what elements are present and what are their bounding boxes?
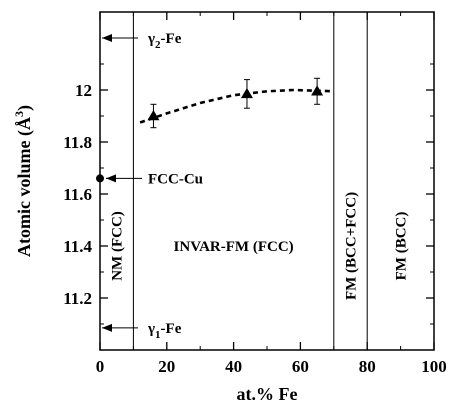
ticks-group xyxy=(99,12,435,350)
y-tick-label: 11.8 xyxy=(63,133,92,152)
data-point xyxy=(240,87,253,99)
reference-arrowhead xyxy=(102,323,112,332)
x-tick-label: 40 xyxy=(225,357,242,376)
x-tick-label: 0 xyxy=(96,357,105,376)
reference-label-base: FCC-Cu xyxy=(148,171,203,187)
region-label: FM (BCC+FCC) xyxy=(344,192,360,300)
fit-curve xyxy=(139,88,334,124)
region-label: NM (FCC) xyxy=(110,211,126,281)
reference-label-base: γ xyxy=(147,31,155,47)
reference-label: γ1-Fe xyxy=(147,321,182,341)
reference-arrowhead xyxy=(106,174,116,183)
x-tick-label: 60 xyxy=(292,357,309,376)
region-label: FM (BCC) xyxy=(394,212,410,281)
x-axis-label: at.% Fe xyxy=(237,384,298,404)
data-point xyxy=(311,85,324,96)
y-axis-label-superscript: 3 xyxy=(12,111,26,117)
fit-curve-group xyxy=(139,88,334,124)
reference-label-subscript: 1 xyxy=(155,329,161,341)
reference-label-rest: -Fe xyxy=(161,31,182,47)
reference-markers-group xyxy=(96,34,142,332)
y-tick-label: 11.4 xyxy=(63,237,92,256)
x-tick-label: 100 xyxy=(421,357,447,376)
y-tick-label: 11.2 xyxy=(63,289,92,308)
region-label: INVAR-FM (FCC) xyxy=(174,239,294,255)
reference-label-subscript: 2 xyxy=(155,39,161,51)
y-axis-label: Atomic volume (Å3) xyxy=(12,105,35,257)
y-axis-label-text: Atomic volume ( xyxy=(14,130,35,257)
reference-label-base: γ xyxy=(147,321,155,337)
reference-label: FCC-Cu xyxy=(148,171,203,187)
y-axis-label-close: ) xyxy=(14,105,35,111)
data-points-group xyxy=(147,77,324,129)
data-point xyxy=(147,110,160,121)
region-boundaries xyxy=(132,12,368,350)
y-tick-label: 12 xyxy=(75,81,92,100)
reference-label: γ2-Fe xyxy=(147,31,182,51)
reference-label-rest: -Fe xyxy=(161,321,182,337)
x-tick-label: 20 xyxy=(158,357,175,376)
x-tick-label: 80 xyxy=(359,357,376,376)
y-axis-label-unit: Å xyxy=(14,117,34,130)
reference-arrowhead xyxy=(102,34,112,42)
y-tick-label: 11.6 xyxy=(63,185,92,204)
